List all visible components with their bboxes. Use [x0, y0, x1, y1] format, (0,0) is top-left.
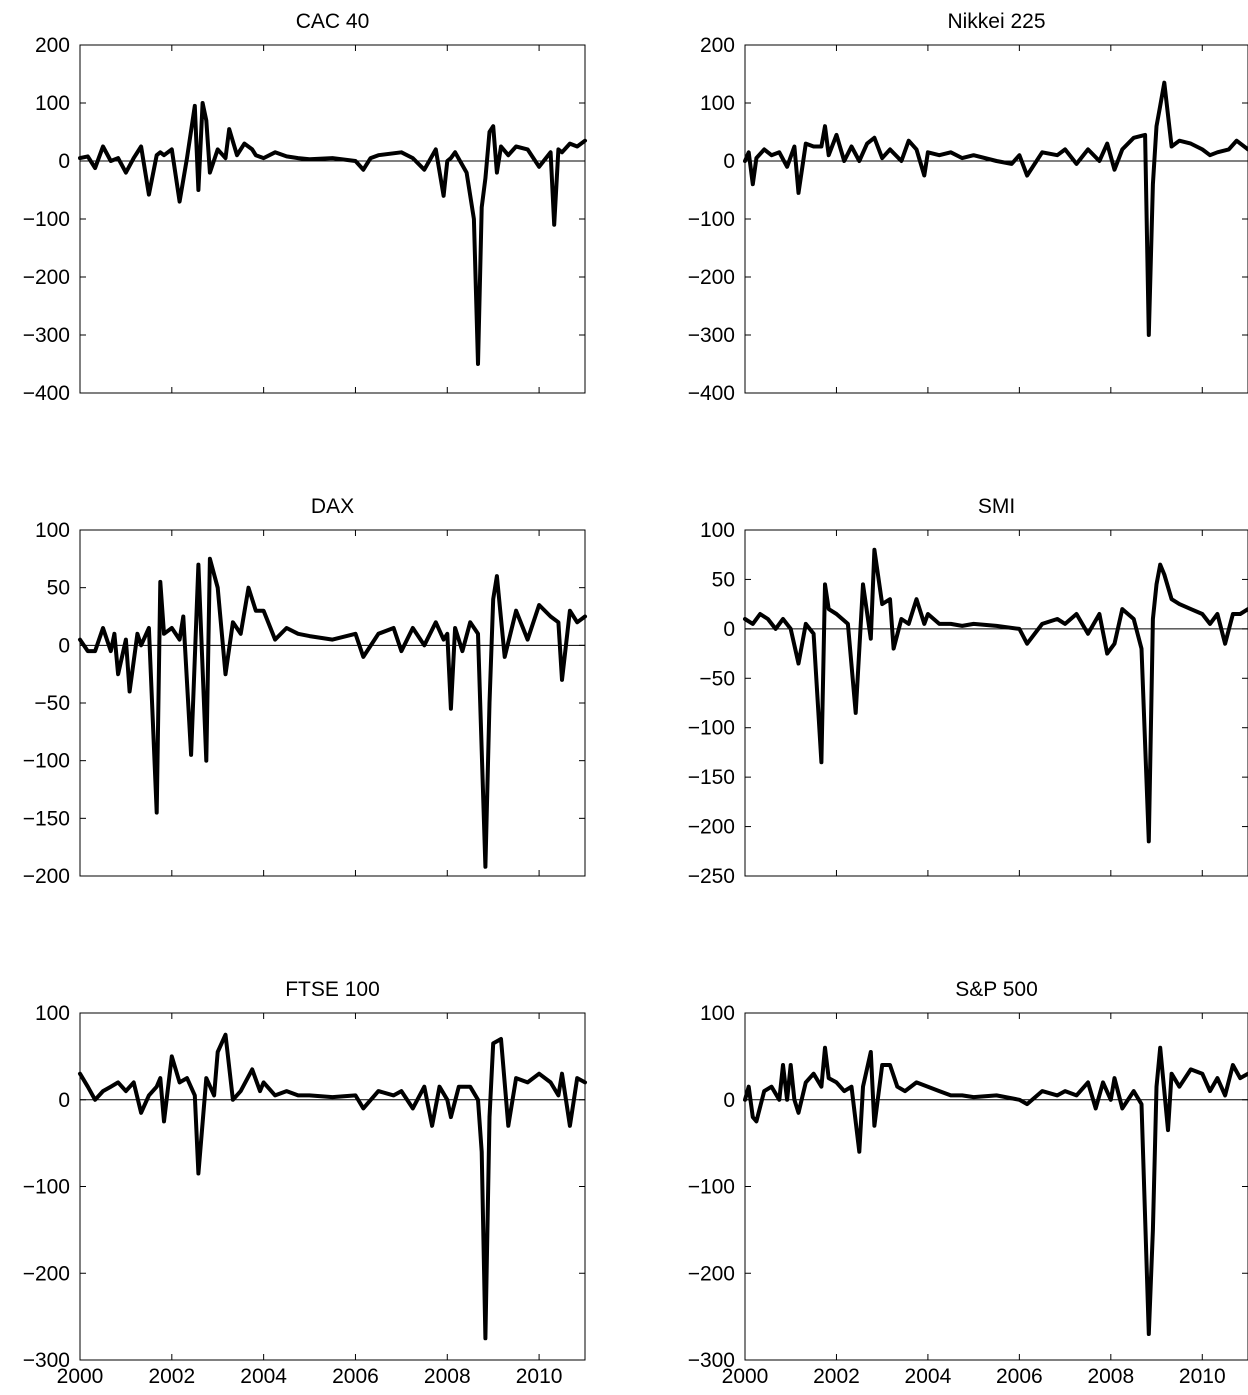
plot-frame — [744, 44, 1248, 394]
series-line — [78, 101, 587, 366]
plot-frame — [744, 529, 1248, 877]
y-tick-label: −200 — [688, 266, 735, 289]
y-tick-label: 50 — [47, 577, 70, 600]
x-tick-label: 2002 — [813, 1365, 860, 1388]
y-tick-label: −200 — [23, 865, 70, 888]
y-tick-label: −100 — [688, 208, 735, 231]
panel-nikkei225: Nikkei 225 200 100 0 −100 −200 −300 −400 — [688, 10, 1248, 405]
x-tick-label: 2006 — [996, 1365, 1043, 1388]
y-tick-label: −100 — [23, 1176, 70, 1199]
y-tick-label: −300 — [23, 1349, 70, 1372]
y-tick-label: 100 — [35, 519, 70, 542]
y-tick-label: −300 — [688, 1349, 735, 1372]
x-tick-label: 2000 — [57, 1365, 104, 1388]
x-tick-label: 2002 — [148, 1365, 195, 1388]
x-tick-label: 2010 — [516, 1365, 563, 1388]
y-tick-label: −50 — [699, 667, 735, 690]
y-tick-label: −300 — [688, 324, 735, 347]
x-tick-label: 2008 — [1087, 1365, 1134, 1388]
y-tick-label: −400 — [688, 382, 735, 405]
y-tick-label: −100 — [23, 750, 70, 773]
plot-frame — [744, 1012, 1248, 1361]
series-line — [78, 1032, 587, 1341]
x-tick-label: 2008 — [424, 1365, 471, 1388]
x-tick-label: 2004 — [905, 1365, 952, 1388]
y-tick-label: −400 — [23, 382, 70, 405]
plot-frame — [79, 44, 586, 394]
y-tick-label: −100 — [688, 1176, 735, 1199]
series-line — [743, 547, 1248, 844]
y-tick-label: 0 — [58, 150, 70, 173]
chart-title: SMI — [978, 495, 1015, 518]
series-line — [743, 80, 1248, 337]
series-line — [78, 556, 587, 869]
x-tick-label: 2004 — [240, 1365, 287, 1388]
y-tick-label: 200 — [35, 34, 70, 57]
y-tick-label: 0 — [723, 150, 735, 173]
y-tick-label: −100 — [23, 208, 70, 231]
panel-smi: SMI 100 50 0 −50 −100 −150 −200 −250 — [688, 495, 1248, 888]
y-tick-label: 0 — [58, 634, 70, 657]
chart-title: Nikkei 225 — [947, 10, 1045, 33]
y-tick-label: −150 — [688, 766, 735, 789]
y-tick-label: −150 — [23, 807, 70, 830]
y-tick-label: 100 — [35, 92, 70, 115]
plot-frame — [79, 529, 586, 877]
y-tick-label: 0 — [58, 1089, 70, 1112]
y-tick-label: 100 — [700, 92, 735, 115]
chart-title: S&P 500 — [955, 978, 1038, 1001]
y-tick-label: −200 — [23, 266, 70, 289]
y-tick-label: −250 — [688, 865, 735, 888]
x-tick-label: 2010 — [1179, 1365, 1226, 1388]
y-tick-label: 100 — [700, 519, 735, 542]
chart-title: FTSE 100 — [285, 978, 380, 1001]
plot-frame — [79, 1012, 586, 1361]
chart-title: DAX — [311, 495, 354, 518]
y-tick-label: −100 — [688, 717, 735, 740]
y-tick-label: −50 — [34, 692, 70, 715]
x-tick-label: 2000 — [722, 1365, 769, 1388]
panel-cac40: CAC 40 200 100 0 −100 −200 −300 −400 — [23, 10, 587, 405]
chart-title: CAC 40 — [296, 10, 370, 33]
y-tick-label: 0 — [723, 618, 735, 641]
series-line — [743, 1045, 1248, 1336]
panel-dax: DAX 100 50 0 −50 −100 −150 −200 — [23, 495, 587, 888]
y-tick-label: −200 — [688, 1262, 735, 1285]
y-tick-label: −300 — [23, 324, 70, 347]
y-tick-label: 50 — [712, 568, 735, 591]
y-tick-label: 0 — [723, 1089, 735, 1112]
y-tick-label: 100 — [700, 1002, 735, 1025]
y-tick-label: 100 — [35, 1002, 70, 1025]
x-tick-label: 2006 — [332, 1365, 379, 1388]
y-tick-label: 200 — [700, 34, 735, 57]
y-tick-label: −200 — [23, 1262, 70, 1285]
y-tick-label: −200 — [688, 816, 735, 839]
